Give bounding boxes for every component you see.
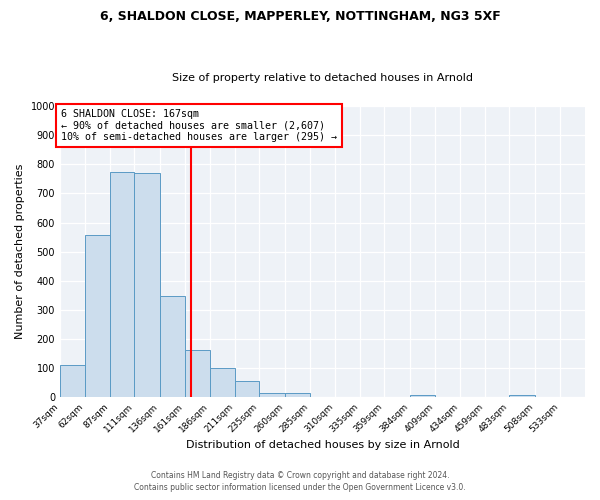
Text: Contains HM Land Registry data © Crown copyright and database right 2024.
Contai: Contains HM Land Registry data © Crown c… [134,471,466,492]
Title: Size of property relative to detached houses in Arnold: Size of property relative to detached ho… [172,73,473,83]
Bar [509,394,535,398]
Bar [134,173,160,398]
Bar [185,350,210,398]
Bar [160,296,185,398]
Text: 6 SHALDON CLOSE: 167sqm
← 90% of detached houses are smaller (2,607)
10% of semi: 6 SHALDON CLOSE: 167sqm ← 90% of detache… [61,109,337,142]
Y-axis label: Number of detached properties: Number of detached properties [15,164,25,340]
Bar [210,368,235,398]
Bar [259,393,284,398]
X-axis label: Distribution of detached houses by size in Arnold: Distribution of detached houses by size … [185,440,460,450]
Bar [110,172,134,398]
Bar [85,235,110,398]
Bar [235,382,259,398]
Text: 6, SHALDON CLOSE, MAPPERLEY, NOTTINGHAM, NG3 5XF: 6, SHALDON CLOSE, MAPPERLEY, NOTTINGHAM,… [100,10,500,23]
Bar [410,394,435,398]
Bar [60,364,85,398]
Bar [284,393,310,398]
